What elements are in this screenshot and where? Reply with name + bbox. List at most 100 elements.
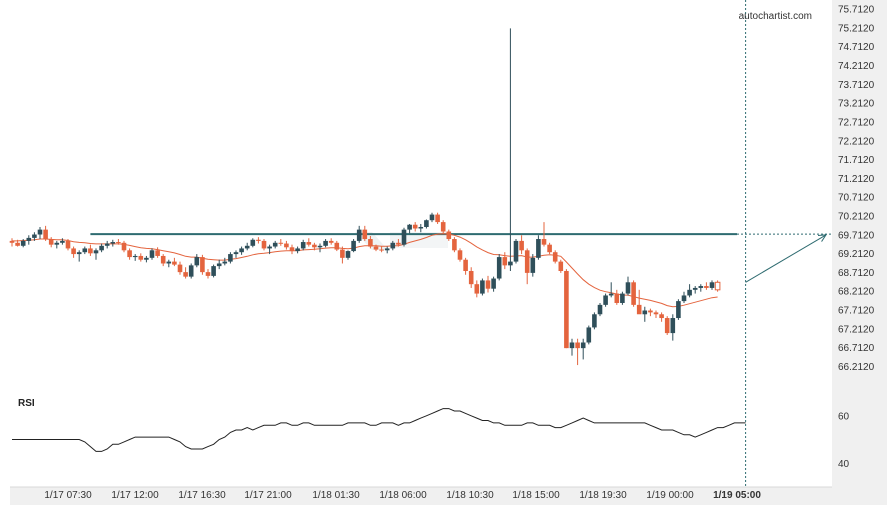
- candle: [250, 238, 256, 248]
- candle-body: [648, 310, 653, 313]
- candle-body: [547, 244, 552, 253]
- candle-body: [676, 301, 681, 319]
- candle: [345, 250, 351, 260]
- y-tick-label: 74.7120: [838, 42, 875, 53]
- candle-body: [480, 280, 485, 294]
- candle: [440, 220, 446, 234]
- y-tick-label: 69.7120: [838, 230, 875, 241]
- candle-body: [620, 293, 625, 303]
- candle: [664, 316, 670, 335]
- candle: [172, 257, 177, 267]
- candle-body: [43, 229, 48, 240]
- candle: [278, 239, 284, 246]
- forecast-group: [745, 0, 827, 487]
- candle-body: [368, 239, 373, 247]
- candle-body: [54, 242, 60, 245]
- candle-body: [110, 242, 116, 244]
- candle: [15, 239, 20, 247]
- candle: [558, 259, 564, 273]
- candle-body: [474, 284, 480, 294]
- candle-body: [233, 252, 239, 255]
- candle: [116, 239, 121, 245]
- candle-body: [20, 240, 26, 246]
- candle: [491, 276, 496, 292]
- y-tick-label: 71.7120: [838, 155, 875, 166]
- candle: [183, 267, 188, 279]
- candle: [524, 248, 530, 285]
- y-axis-ticks: 75.7120 75.2120 74.7120 74.2120 73.7120 73.21…: [838, 5, 875, 470]
- candle: [709, 280, 715, 290]
- x-tick-label: 1/17 21:00: [244, 490, 292, 501]
- candle-body: [524, 250, 530, 273]
- candle: [194, 254, 200, 268]
- candle: [698, 284, 704, 292]
- candle: [37, 226, 43, 240]
- candle: [71, 246, 76, 258]
- candle-body: [575, 342, 580, 349]
- candle: [149, 248, 155, 260]
- candle-body: [149, 250, 155, 258]
- candle-body: [541, 239, 547, 245]
- candle-body: [530, 257, 536, 273]
- y-tick-label: 68.7120: [838, 268, 875, 279]
- candle: [54, 240, 60, 249]
- candle: [138, 253, 144, 262]
- candle-body: [256, 239, 261, 241]
- candle-body: [65, 240, 71, 249]
- candle-body: [205, 272, 211, 276]
- candle-body: [457, 250, 463, 260]
- candle: [233, 250, 239, 258]
- candle-body: [384, 248, 390, 251]
- candle-body: [597, 304, 603, 315]
- candle-body: [440, 222, 446, 232]
- candle: [648, 308, 653, 317]
- x-tick-label: 1/18 15:00: [512, 490, 560, 501]
- candle: [446, 229, 452, 241]
- candle: [127, 248, 132, 260]
- y-tick-label: 68.2120: [838, 287, 875, 298]
- moving-average-line: [12, 233, 718, 308]
- candle-body: [9, 240, 15, 243]
- y-tick-label: 67.2120: [838, 324, 875, 335]
- candle-body: [216, 263, 222, 267]
- candle-body: [496, 257, 502, 279]
- candle: [659, 312, 664, 322]
- candle: [211, 264, 216, 278]
- y-tick-label: 74.2120: [838, 61, 875, 72]
- y-tick-label: 66.2120: [838, 362, 875, 373]
- candle: [424, 219, 429, 229]
- candle: [513, 239, 519, 264]
- candle-body: [127, 250, 132, 258]
- candle-body: [188, 265, 194, 277]
- candle: [496, 254, 502, 281]
- candle-body: [76, 252, 82, 255]
- candle: [463, 257, 468, 275]
- candle-body: [625, 282, 631, 294]
- candle: [132, 254, 138, 261]
- candle-body: [653, 312, 659, 315]
- candle: [396, 239, 401, 247]
- candle-body: [289, 247, 295, 252]
- x-axis-panel: [10, 487, 832, 505]
- candle-body: [138, 255, 144, 260]
- rsi-line: [12, 408, 746, 452]
- candle: [228, 252, 233, 264]
- candle: [295, 246, 300, 254]
- candle: [631, 280, 636, 307]
- candle: [121, 240, 127, 253]
- candle: [177, 261, 183, 275]
- brand-label: autochartist.com: [739, 11, 812, 22]
- y-tick-label: 73.7120: [838, 80, 875, 91]
- candle-body: [401, 229, 407, 245]
- candle-body: [267, 246, 272, 249]
- candle: [457, 248, 463, 262]
- x-tick-label: 1/19 00:00: [646, 490, 694, 501]
- candle-body: [60, 240, 65, 243]
- candle-body: [295, 248, 300, 252]
- candle-body: [306, 242, 312, 245]
- candle-body: [345, 251, 351, 258]
- candle-body: [396, 242, 401, 245]
- candle-body: [183, 272, 188, 277]
- candle: [435, 212, 440, 224]
- forecast-arrow-line: [745, 234, 827, 283]
